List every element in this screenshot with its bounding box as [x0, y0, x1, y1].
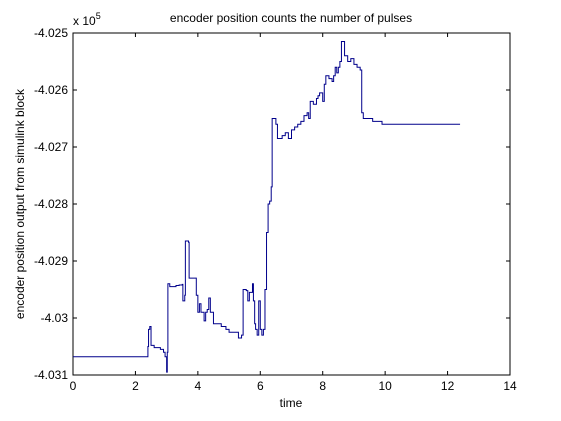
plot-area — [72, 32, 511, 376]
x-tick-label: 6 — [257, 379, 264, 393]
series-group — [73, 41, 461, 373]
y-tick-label: -4.026 — [34, 83, 68, 97]
y-tick-label: -4.03 — [41, 311, 69, 325]
y-tick-label: -4.027 — [34, 140, 68, 154]
x-tick-label: 8 — [319, 379, 326, 393]
y-tick-label: -4.029 — [34, 254, 68, 268]
x-tick-label: 10 — [378, 379, 392, 393]
x-tick-label: 4 — [195, 379, 202, 393]
x-tick-label: 14 — [503, 379, 517, 393]
x-tick-label: 0 — [70, 379, 77, 393]
y-exponent-label: x 105 — [73, 11, 101, 28]
x-axis-label: time — [280, 396, 303, 410]
x-tick-label: 12 — [441, 379, 455, 393]
y-axis-label: encoder position output from simulink bl… — [13, 88, 27, 319]
exponent-power: 5 — [96, 11, 101, 21]
chart-title: encoder position counts the number of pu… — [170, 11, 412, 25]
series-line — [73, 41, 461, 373]
axis-ticks: 0 2 4 6 8 10 12 14 -4.025 -4.026 -4.027 -4.028 -4.02… — [34, 26, 517, 393]
x-tick-label: 2 — [132, 379, 139, 393]
y-tick-label: -4.031 — [34, 368, 68, 382]
y-tick-label: -4.028 — [34, 197, 68, 211]
y-tick-label: -4.025 — [34, 26, 68, 40]
exponent-base: x 10 — [73, 14, 96, 28]
